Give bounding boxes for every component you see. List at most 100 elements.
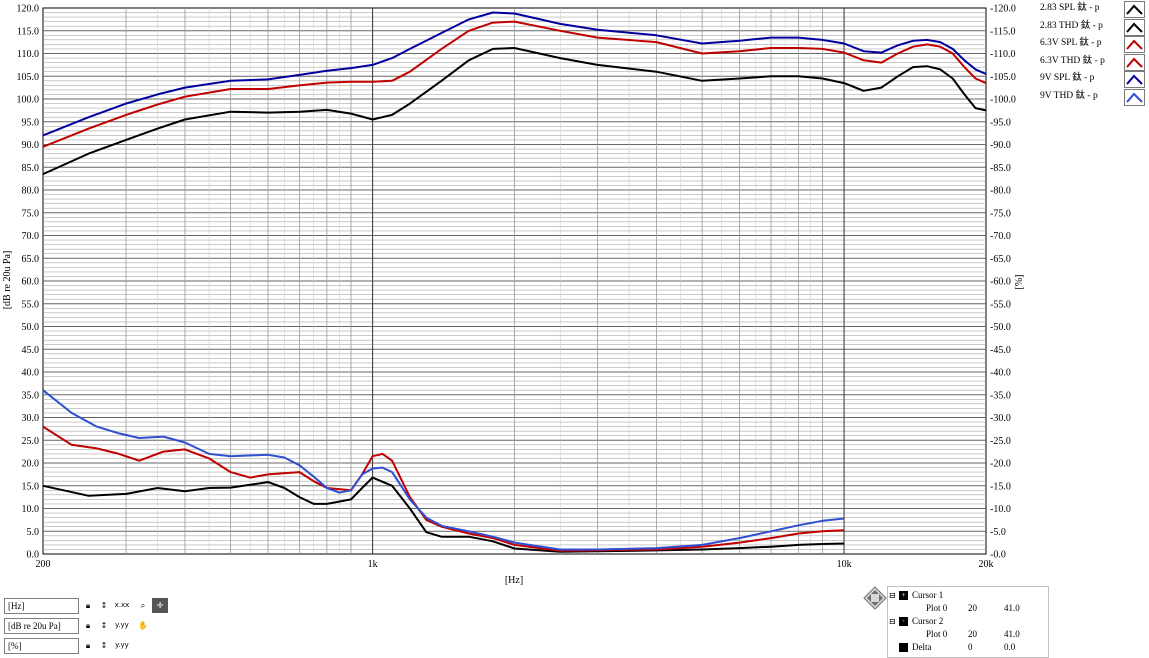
y2-tick-label: -90.0	[990, 140, 1011, 151]
y-tick-label: 110.0	[17, 49, 39, 60]
x-format-button[interactable]: x.xx	[114, 601, 130, 609]
cursor-2-marker-icon: +	[899, 617, 908, 626]
y-tick-label: 20.0	[22, 459, 40, 470]
y2-tick-label: -120.0	[990, 4, 1016, 15]
y-tick-label: 120.0	[17, 4, 40, 15]
legend-item[interactable]: 6.3V THD 鈦 - p	[1034, 53, 1146, 71]
y-autoscale-button[interactable]: ↕	[100, 621, 108, 630]
y-lock-icon[interactable]: 🔒︎	[85, 621, 91, 630]
delta-marker-icon	[899, 643, 908, 652]
y2-tick-label: -65.0	[990, 254, 1011, 265]
legend-swatch-icon[interactable]	[1124, 1, 1145, 18]
delta-label: Delta	[912, 642, 932, 652]
legend-swatch-icon[interactable]	[1124, 53, 1145, 71]
y2-tick-label: -50.0	[990, 322, 1011, 333]
cursor-2-label: Cursor 2	[912, 616, 944, 626]
y2-scale-field[interactable]: [%]	[4, 638, 79, 654]
series-line	[42, 389, 845, 551]
legend-item[interactable]: 2.83 THD 鈦 - p	[1034, 18, 1146, 36]
legend-swatch-icon[interactable]	[1124, 36, 1145, 53]
cursor-2-y: 41.0	[1004, 629, 1020, 639]
y2-tick-label: -85.0	[990, 163, 1011, 174]
cursor-1-label: Cursor 1	[912, 590, 944, 600]
cursor-1-x: 20	[968, 603, 977, 613]
y2-lock-icon[interactable]: 🔒︎	[85, 641, 91, 650]
legend-item[interactable]: 6.3V SPL 鈦 - p	[1034, 35, 1146, 53]
pan-hand-icon[interactable]: ✋	[138, 621, 148, 630]
y2-tick-label: -45.0	[990, 345, 1011, 356]
y-tick-label: 45.0	[22, 345, 40, 356]
y-tick-label: 60.0	[22, 277, 40, 288]
x-tick-label: 1k	[368, 559, 378, 570]
y-tick-label: 25.0	[22, 436, 40, 447]
x-tick-label: 200	[36, 559, 51, 570]
collapse-icon[interactable]: ⊟	[889, 591, 896, 600]
collapse-icon[interactable]: ⊟	[889, 617, 896, 626]
y2-tick-label: -100.0	[990, 95, 1016, 106]
legend-item[interactable]: 9V THD 鈦 - p	[1034, 88, 1146, 106]
y2-tick-label: -40.0	[990, 368, 1011, 379]
legend: 2.83 SPL 鈦 - p 2.83 THD 鈦 - p 6.3V SPL 鈦 -…	[1034, 0, 1146, 106]
cursor-1-y: 41.0	[1004, 603, 1020, 613]
legend-label: 2.83 THD 鈦 - p	[1040, 20, 1103, 31]
y2-tick-label: -110.0	[990, 49, 1015, 60]
cursor-1-plot-row: Plot 0 20 41.0	[888, 602, 1048, 615]
y-scale-field[interactable]: [dB re 20u Pa]	[4, 618, 79, 634]
chart-axes: 0.0 5.0 10.0 15.0 20.0 25.0 30.0 35.0 40.0 45.0 50…	[17, 4, 1016, 571]
y-tick-label: 15.0	[22, 481, 40, 492]
cursor-1-marker-icon: +	[899, 591, 908, 600]
y2-format-button[interactable]: y.yy	[115, 641, 129, 649]
chart-series	[42, 11, 987, 553]
x-axis-label: [Hz]	[505, 575, 523, 586]
legend-label: 9V THD 鈦 - p	[1040, 90, 1098, 101]
y2-tick-label: -80.0	[990, 186, 1011, 197]
y-tick-label: 65.0	[22, 254, 40, 265]
y2-tick-label: -10.0	[990, 504, 1011, 515]
y2-tick-label: -5.0	[990, 527, 1006, 538]
legend-swatch-icon[interactable]	[1124, 71, 1145, 88]
y-tick-label: 35.0	[22, 390, 40, 401]
legend-swatch-icon[interactable]	[1124, 88, 1145, 106]
y-tick-label: 55.0	[22, 299, 40, 310]
y-axis-label: [dB re 20u Pa]	[2, 251, 13, 310]
y2-tick-label: -105.0	[990, 72, 1016, 83]
crosshair-icon[interactable]: ✛	[152, 598, 168, 613]
series-line	[42, 11, 987, 137]
cursor-2-plot: Plot 0	[926, 629, 948, 639]
cursor-1-row[interactable]: ⊟ + Cursor 1	[888, 589, 1048, 602]
series-line	[42, 47, 987, 176]
legend-label: 9V SPL 鈦 - p	[1040, 73, 1095, 83]
series-line	[42, 425, 845, 552]
legend-item[interactable]: 2.83 SPL 鈦 - p	[1034, 0, 1146, 18]
y-tick-label: 95.0	[22, 117, 40, 128]
cursor-move-diamond-icon[interactable]	[863, 586, 887, 610]
y2-autoscale-button[interactable]: ↕	[100, 641, 108, 650]
y2-tick-label: -15.0	[990, 481, 1011, 492]
y2-tick-label: -95.0	[990, 117, 1011, 128]
cursor-1-plot: Plot 0	[926, 603, 948, 613]
y2-tick-label: -55.0	[990, 299, 1011, 310]
y-tick-label: 75.0	[22, 208, 40, 219]
x-lock-icon[interactable]: 🔒︎	[85, 601, 91, 610]
x-tick-label: 10k	[837, 559, 852, 570]
legend-label: 6.3V THD 鈦 - p	[1040, 55, 1105, 66]
y2-tick-label: -75.0	[990, 208, 1011, 219]
cursor-2-row[interactable]: ⊟ + Cursor 2	[888, 615, 1048, 628]
y-tick-label: 30.0	[22, 413, 40, 424]
legend-swatch-icon[interactable]	[1124, 18, 1145, 36]
series-line	[42, 20, 987, 148]
y2-tick-label: -25.0	[990, 436, 1011, 447]
legend-label: 2.83 SPL 鈦 - p	[1040, 3, 1100, 13]
cursor-2-plot-row: Plot 0 20 41.0	[888, 628, 1048, 641]
y-tick-label: 100.0	[17, 95, 40, 106]
y-tick-label: 0.0	[27, 550, 40, 561]
delta-y: 0.0	[1004, 642, 1016, 652]
x-autoscale-button[interactable]: ↕	[100, 601, 108, 610]
y-format-button[interactable]: y.yy	[115, 621, 129, 629]
cursor-2-x: 20	[968, 629, 977, 639]
x-scale-field[interactable]: [Hz]	[4, 598, 79, 614]
y-tick-label: 105.0	[17, 72, 40, 83]
zoom-icon[interactable]: ⌕	[140, 601, 146, 610]
legend-item[interactable]: 9V SPL 鈦 - p	[1034, 70, 1146, 88]
y-tick-label: 5.0	[27, 527, 40, 538]
